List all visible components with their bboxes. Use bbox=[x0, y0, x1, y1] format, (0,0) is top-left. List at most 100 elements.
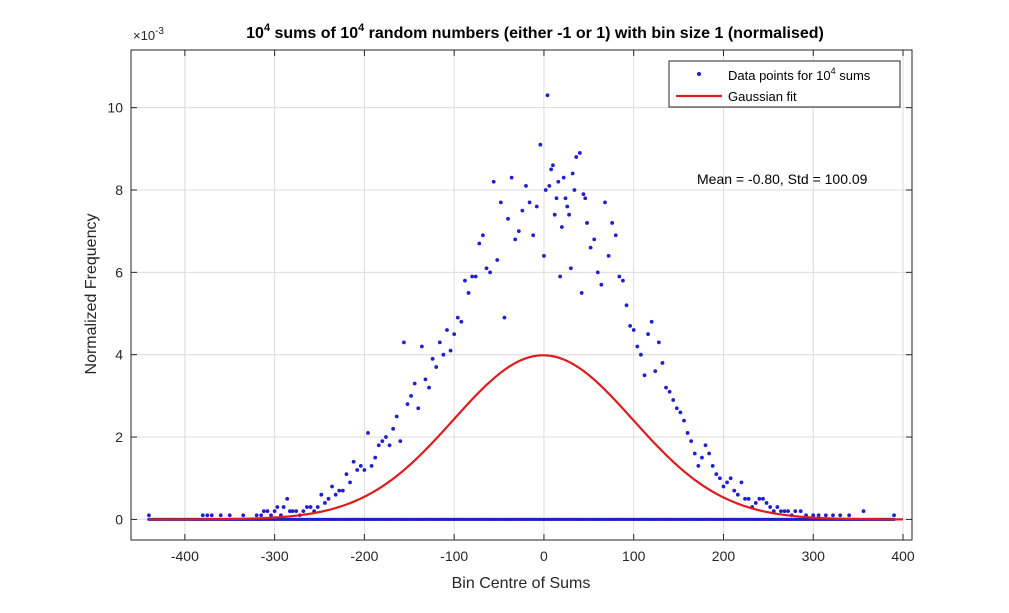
data-point bbox=[209, 513, 214, 518]
data-point bbox=[554, 196, 559, 201]
x-tick-label: 300 bbox=[802, 548, 826, 564]
data-point bbox=[581, 192, 586, 197]
data-point bbox=[703, 443, 708, 448]
data-point bbox=[427, 385, 431, 390]
x-tick-label: -300 bbox=[261, 548, 289, 564]
data-point bbox=[434, 365, 439, 369]
data-point bbox=[592, 237, 597, 242]
data-point bbox=[861, 509, 866, 514]
data-point bbox=[376, 443, 381, 448]
data-point bbox=[394, 414, 399, 419]
data-point bbox=[689, 439, 694, 444]
data-point bbox=[635, 344, 640, 349]
data-point bbox=[568, 266, 573, 271]
legend-label-data-points: Data points for 104 sums bbox=[728, 66, 871, 83]
y-tick-label: 0 bbox=[115, 511, 123, 527]
data-point bbox=[649, 319, 654, 324]
data-point bbox=[565, 204, 570, 209]
data-point bbox=[491, 179, 496, 184]
data-point bbox=[761, 496, 765, 501]
data-point bbox=[369, 463, 374, 468]
y-tick-label: 10 bbox=[107, 100, 123, 116]
data-point bbox=[667, 389, 672, 394]
y-tick-label: 4 bbox=[115, 347, 123, 363]
data-point bbox=[281, 505, 286, 509]
data-point bbox=[430, 356, 435, 361]
y-tick-label: 8 bbox=[115, 182, 123, 198]
data-point bbox=[556, 179, 561, 184]
data-point bbox=[653, 369, 658, 374]
data-point bbox=[685, 431, 690, 435]
data-point bbox=[793, 509, 798, 514]
data-point bbox=[674, 406, 679, 411]
data-point bbox=[563, 196, 568, 201]
data-point bbox=[588, 245, 593, 250]
x-tick-label: -100 bbox=[440, 548, 468, 564]
data-point bbox=[610, 221, 615, 225]
data-point bbox=[786, 509, 791, 514]
data-point bbox=[782, 509, 787, 514]
data-point bbox=[448, 348, 453, 353]
data-point bbox=[714, 472, 719, 477]
data-point bbox=[603, 200, 607, 205]
data-point bbox=[241, 513, 246, 518]
data-point bbox=[743, 496, 747, 501]
data-point bbox=[358, 463, 363, 468]
data-point bbox=[816, 513, 821, 518]
data-point bbox=[559, 225, 564, 229]
data-point bbox=[617, 274, 622, 279]
data-point bbox=[664, 385, 668, 390]
data-point bbox=[551, 163, 555, 168]
data-point bbox=[531, 233, 536, 238]
data-point bbox=[441, 352, 446, 357]
data-point bbox=[717, 476, 722, 481]
data-point bbox=[477, 241, 482, 246]
data-point bbox=[739, 480, 744, 485]
data-point bbox=[757, 496, 762, 501]
data-point bbox=[227, 513, 232, 518]
data-point bbox=[419, 344, 424, 349]
data-point bbox=[638, 352, 643, 357]
data-point bbox=[577, 151, 582, 155]
data-point bbox=[409, 393, 413, 398]
data-point bbox=[305, 505, 309, 509]
data-point bbox=[463, 278, 467, 283]
data-point bbox=[355, 468, 360, 472]
data-point bbox=[671, 398, 676, 402]
data-point bbox=[779, 509, 783, 514]
data-point bbox=[543, 188, 548, 192]
x-tick-label: 100 bbox=[622, 548, 646, 564]
data-point bbox=[728, 476, 733, 481]
data-point bbox=[558, 274, 563, 279]
data-point bbox=[811, 513, 816, 518]
data-point bbox=[768, 505, 773, 509]
x-axis-ticks: -400 -300 -200 -100 0 100 200 300 400 bbox=[171, 50, 915, 564]
data-point bbox=[509, 175, 514, 180]
data-point bbox=[502, 315, 507, 320]
data-point bbox=[473, 274, 478, 279]
data-point bbox=[621, 278, 625, 283]
data-point bbox=[330, 484, 334, 489]
data-point bbox=[366, 431, 370, 435]
legend-box bbox=[668, 60, 901, 108]
data-point bbox=[275, 505, 280, 509]
data-point bbox=[423, 377, 428, 382]
data-point bbox=[572, 188, 577, 192]
x-tick-label: 0 bbox=[540, 548, 548, 564]
data-point bbox=[333, 492, 338, 497]
data-point bbox=[466, 291, 471, 295]
data-points bbox=[147, 93, 896, 518]
plot-area bbox=[131, 50, 912, 540]
data-point bbox=[542, 253, 546, 258]
gaussian-fit-line bbox=[148, 354, 904, 521]
data-point bbox=[455, 315, 460, 320]
data-point bbox=[534, 204, 539, 209]
data-point bbox=[373, 455, 378, 460]
data-point bbox=[340, 488, 345, 493]
data-point bbox=[527, 200, 532, 205]
data-point bbox=[753, 501, 758, 505]
data-point bbox=[380, 439, 385, 444]
data-point bbox=[585, 221, 589, 225]
data-point bbox=[218, 513, 223, 518]
